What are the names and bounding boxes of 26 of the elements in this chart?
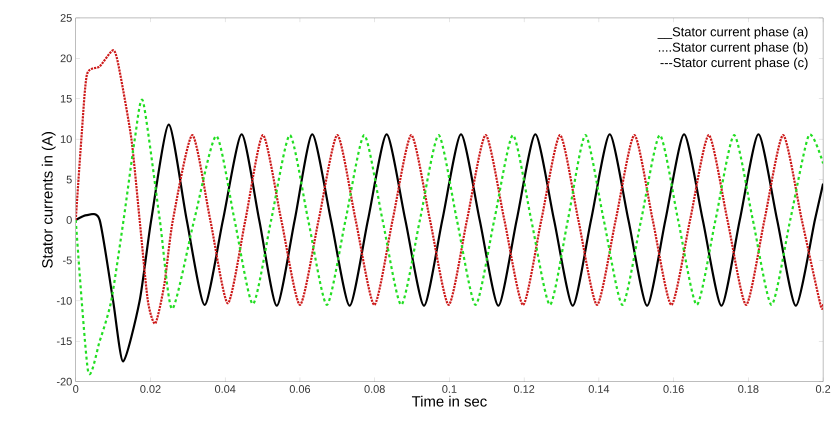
y-tick-label: 5	[66, 176, 72, 184]
y-axis-title: Stator currents in (A)	[42, 132, 56, 268]
y-tick-label: 0	[66, 216, 72, 224]
x-tick-label: 0.02	[140, 384, 161, 393]
y-tick-label: -15	[56, 337, 72, 345]
annotation: __Stator current phase (a)	[658, 26, 808, 39]
x-tick-label: 0.2	[816, 384, 830, 393]
annotation: ....Stator current phase (b)	[658, 42, 808, 54]
y-tick-label: 20	[60, 54, 72, 62]
x-tick-label: 0.06	[290, 384, 310, 393]
y-tick-label: 15	[60, 94, 72, 102]
annotation: ---Stator current phase (c)	[660, 57, 808, 70]
x-tick-label: 0.1	[442, 384, 456, 393]
x-tick-label: 0.18	[738, 384, 759, 393]
y-tick-label: 10	[60, 135, 72, 143]
x-axis-title: Time in sec	[412, 395, 487, 406]
x-tick-label: 0.08	[364, 384, 385, 393]
x-tick-label: 0	[73, 384, 78, 393]
y-tick-label: -5	[63, 256, 72, 264]
x-tick-label: 0.04	[215, 384, 236, 393]
x-tick-label: 0.16	[663, 384, 684, 393]
y-tick-label: -10	[56, 296, 72, 304]
y-tick-label: 25	[60, 14, 72, 22]
x-tick-label: 0.14	[588, 384, 610, 393]
y-tick-label: -20	[56, 378, 72, 386]
x-tick-label: 0.12	[514, 384, 534, 393]
